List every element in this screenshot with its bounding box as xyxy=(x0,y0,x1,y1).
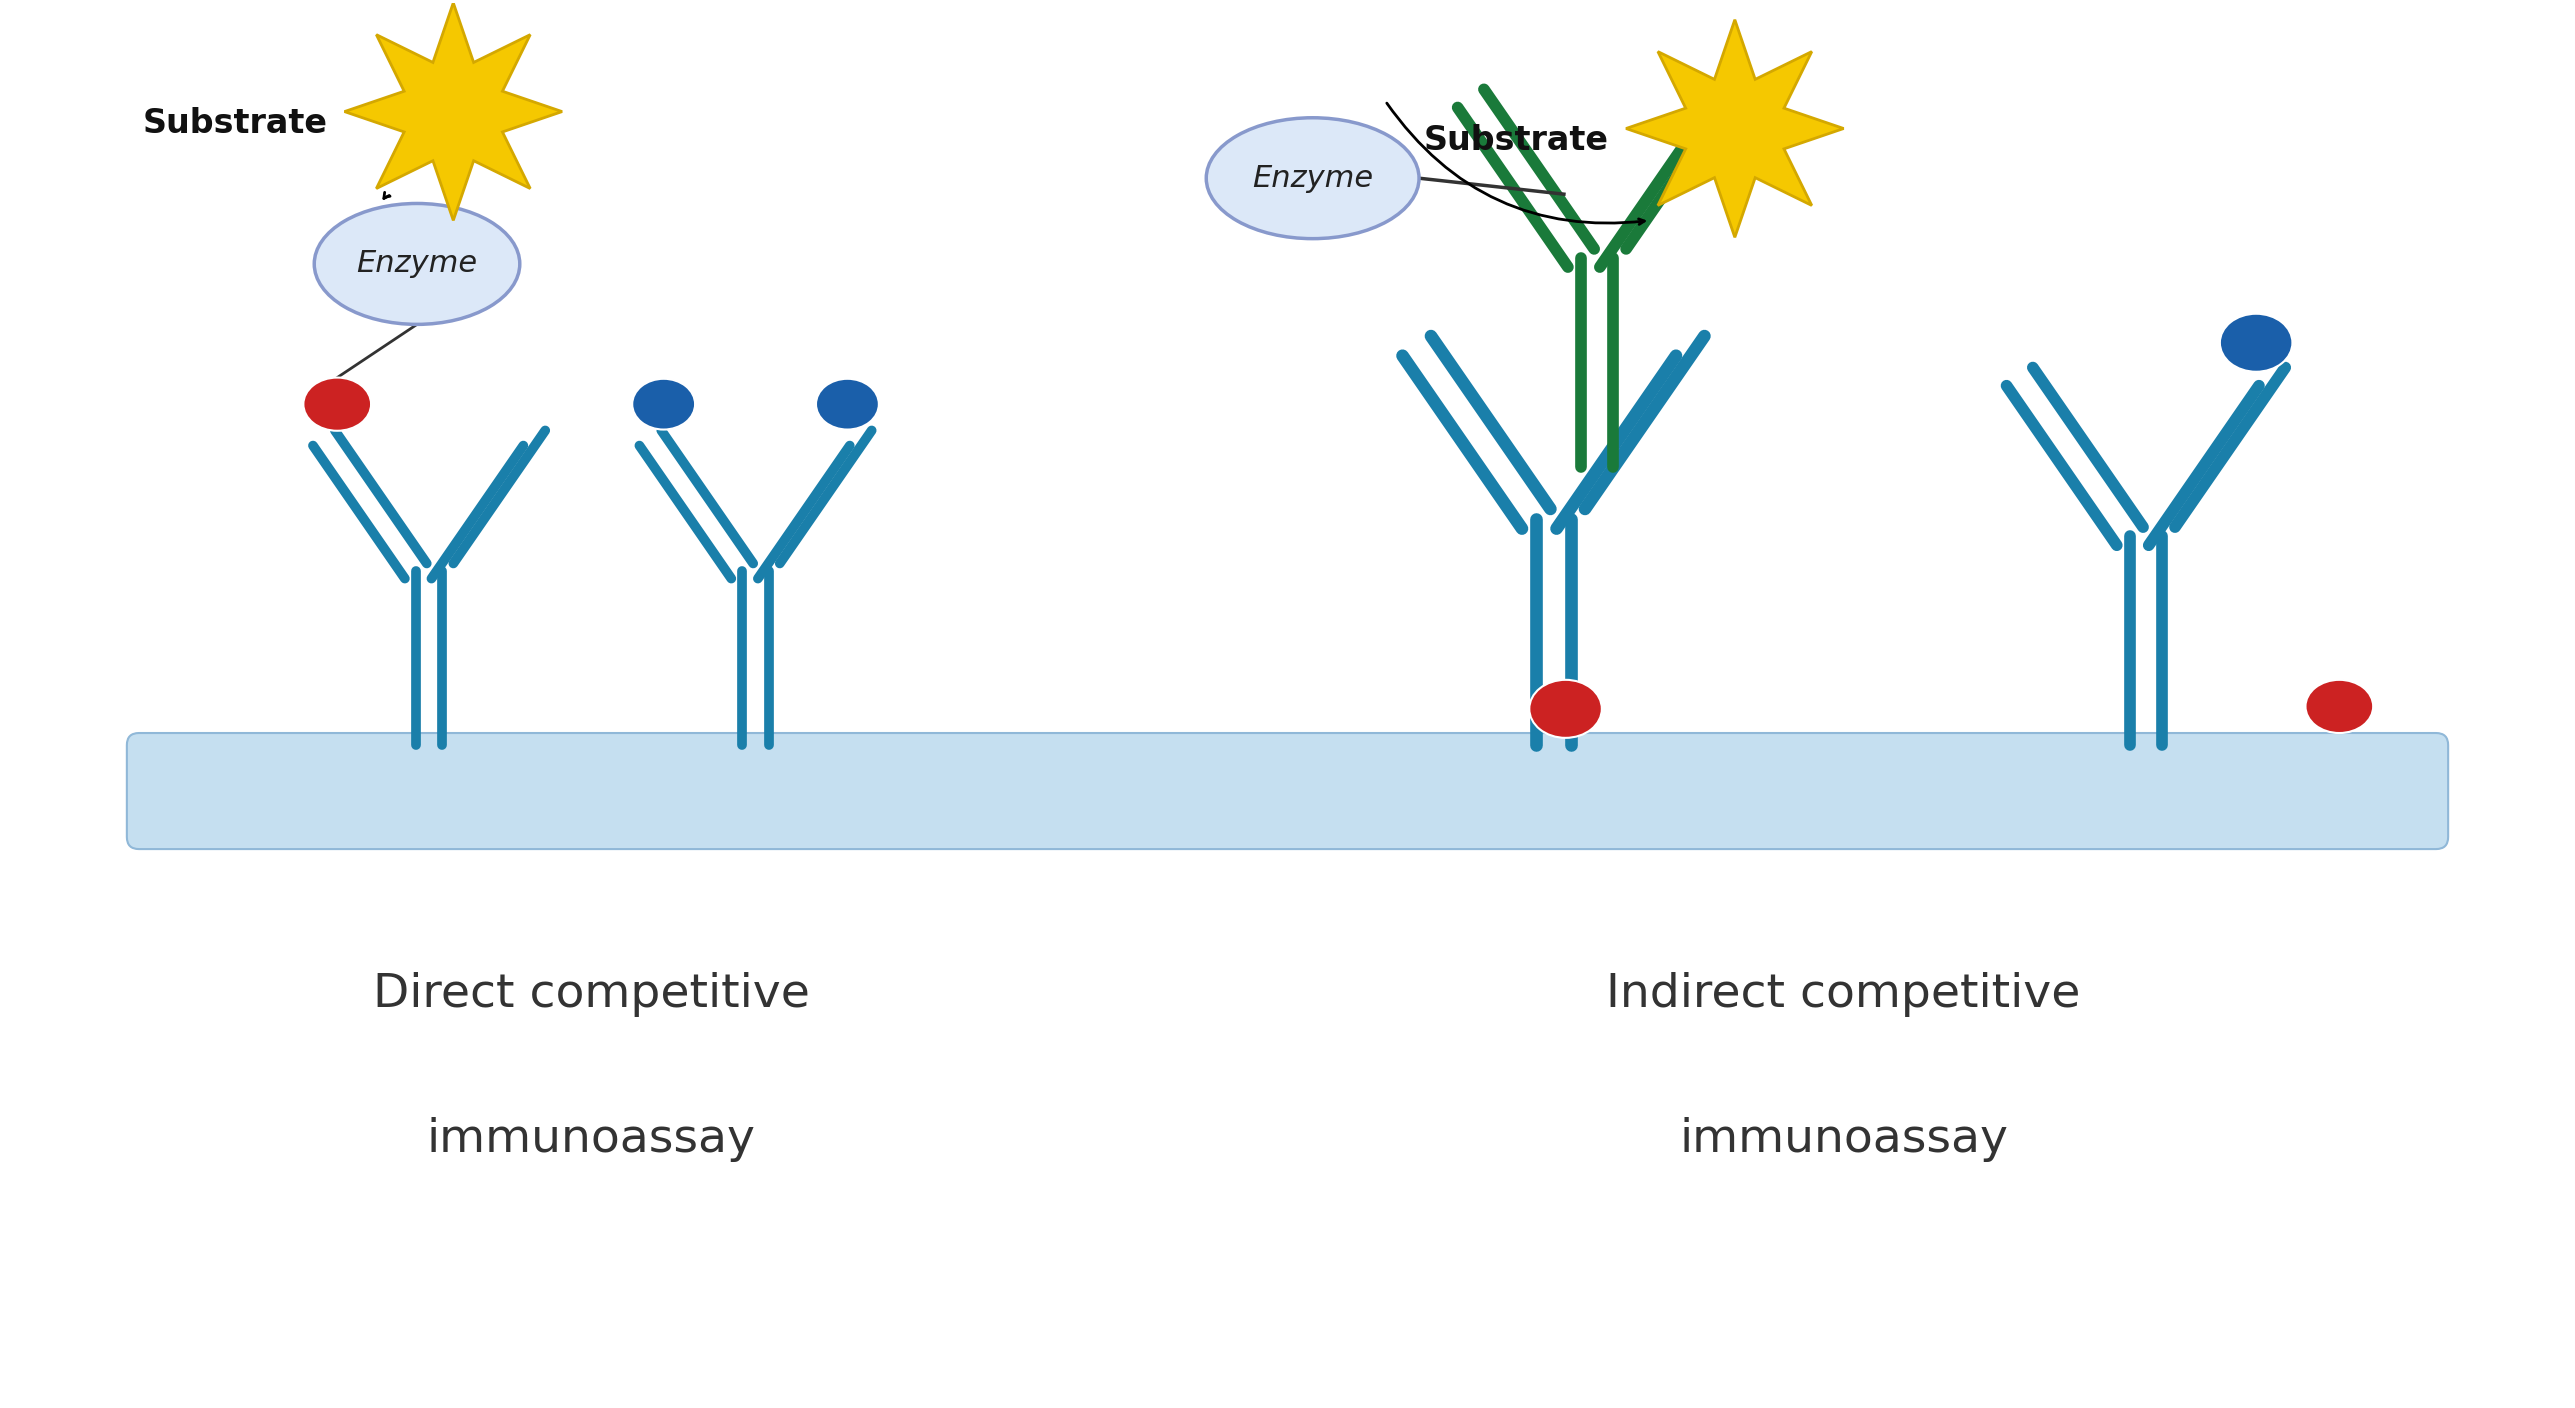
Text: Indirect competitive: Indirect competitive xyxy=(1607,972,2081,1017)
Text: Substrate: Substrate xyxy=(1424,124,1609,158)
Ellipse shape xyxy=(2220,314,2292,372)
Text: Direct competitive: Direct competitive xyxy=(373,972,809,1017)
Text: Enzyme: Enzyme xyxy=(1251,163,1372,193)
Ellipse shape xyxy=(314,204,520,324)
FancyBboxPatch shape xyxy=(126,734,2449,849)
Text: Enzyme: Enzyme xyxy=(355,249,476,279)
Ellipse shape xyxy=(1205,118,1419,238)
Text: immunoassay: immunoassay xyxy=(427,1117,754,1162)
Ellipse shape xyxy=(304,377,371,431)
Text: Substrate: Substrate xyxy=(142,107,327,141)
Ellipse shape xyxy=(2305,680,2374,734)
Polygon shape xyxy=(345,3,561,221)
Ellipse shape xyxy=(1530,680,1602,738)
Polygon shape xyxy=(1625,20,1844,238)
Text: immunoassay: immunoassay xyxy=(1679,1117,2008,1162)
Ellipse shape xyxy=(816,379,878,429)
Ellipse shape xyxy=(633,379,695,429)
